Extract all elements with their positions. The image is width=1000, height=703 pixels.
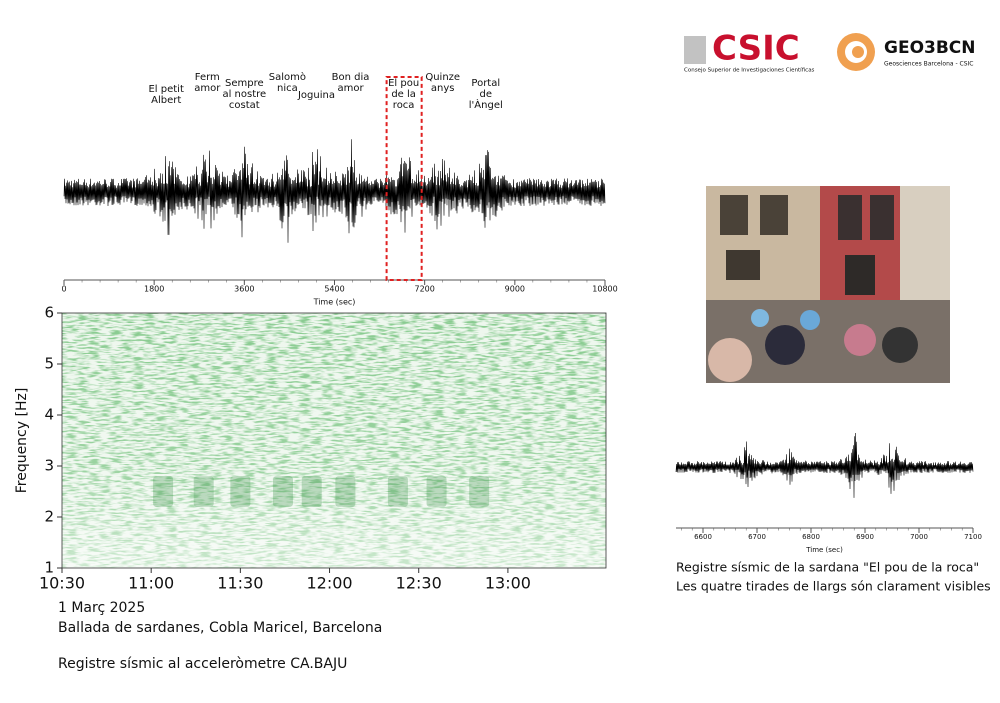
x-tick-label: 10800 (592, 285, 617, 294)
song-label: El petit (148, 84, 183, 95)
song-label: Quinze (425, 72, 460, 83)
waveform-trace (63, 139, 606, 243)
song-label: Bon dia (332, 72, 370, 83)
x-tick-label: 13:00 (485, 574, 531, 593)
y-tick-label: 1 (44, 559, 54, 577)
song-label: al nostre (222, 89, 266, 100)
detail-caption: Les quatre tirades de llargs són clarame… (676, 579, 991, 594)
x-tick-label: 6600 (694, 533, 712, 541)
spectral-band (301, 476, 322, 507)
song-label: Albert (151, 95, 181, 106)
caption-event: Ballada de sardanes, Cobla Maricel, Barc… (58, 620, 382, 636)
x-tick-label: 1800 (144, 285, 164, 294)
y-tick-label: 4 (44, 406, 54, 424)
x-tick-label: 10:30 (39, 574, 85, 593)
csic-name: CSIC (712, 29, 800, 69)
spectral-band (387, 476, 408, 507)
x-tick-label: 12:00 (306, 574, 352, 593)
caption-date: 1 Març 2025 (58, 600, 145, 616)
x-axis-label: Time (sec) (805, 546, 843, 554)
waveform-trace (675, 432, 974, 498)
geo3bcn-subtitle: Geosciences Barcelona - CSIC (884, 61, 974, 68)
photo (706, 186, 950, 383)
song-label: amor (337, 83, 364, 94)
spectrogram-frame (61, 312, 607, 569)
spectral-band (193, 476, 214, 507)
song-label: de (480, 89, 493, 100)
x-tick-label: 12:30 (396, 574, 442, 593)
song-label: Salomò (269, 71, 306, 83)
x-tick-label: 6700 (748, 533, 766, 541)
y-tick-label: 5 (44, 355, 54, 373)
y-tick-label: 3 (44, 457, 54, 475)
spectral-band (230, 476, 251, 507)
song-label: nica (277, 83, 298, 94)
x-axis-label: Time (sec) (313, 298, 356, 307)
detail-seismogram: 6600 6700 6800 6900 7000 7100 Time (sec) (675, 432, 982, 554)
song-label: Sempre (225, 78, 264, 89)
spectral-band (335, 476, 356, 507)
spectral-band (469, 476, 490, 507)
x-tick-label: 11:00 (128, 574, 174, 593)
x-tick-label: 0 (61, 285, 66, 294)
spectral-band (272, 476, 293, 507)
song-label: anys (431, 83, 455, 94)
song-label: de la (391, 89, 416, 100)
song-label: l'Àngel (469, 98, 503, 111)
x-tick-label: 6900 (856, 533, 874, 541)
x-tick-label: 6800 (802, 533, 820, 541)
song-label: roca (393, 100, 415, 111)
x-tick-label: 9000 (505, 285, 525, 294)
geo3bcn-name: GEO3BCN (884, 38, 976, 58)
x-tick-label: 7200 (414, 285, 434, 294)
x-tick-label: 7000 (910, 533, 928, 541)
song-label: amor (194, 83, 221, 94)
csic-logo: CSIC Consejo Superior de Investigaciones… (684, 29, 815, 74)
y-tick-label: 6 (44, 304, 54, 322)
y-tick-label: 2 (44, 508, 54, 526)
spectrogram: 1 2 3 4 5 6 10:30 11:00 11:30 12:00 12:30 13:00 Freq… (14, 304, 607, 593)
song-label: costat (229, 100, 260, 111)
x-tick-label: 11:30 (217, 574, 263, 593)
x-tick-label: 7100 (964, 533, 982, 541)
highlight-box (385, 76, 423, 281)
song-label: El pou (388, 78, 419, 89)
csic-subtitle: Consejo Superior de Investigaciones Cien… (684, 67, 815, 74)
y-axis-label: Frequency [Hz] (14, 388, 30, 494)
x-tick-label: 3600 (234, 285, 254, 294)
x-tick-label: 5400 (324, 285, 344, 294)
spectral-band (426, 476, 447, 507)
spectrogram-image (62, 313, 606, 568)
geo3bcn-logo: GEO3BCN Geosciences Barcelona - CSIC (837, 33, 976, 71)
song-label: Ferm (195, 72, 220, 83)
song-label: Portal (471, 78, 500, 89)
seismogram: 0 1800 3600 5400 7200 9000 10800 Time (sec) El p… (61, 71, 617, 307)
spectral-band (153, 476, 174, 507)
spectrogram-fade (62, 313, 606, 568)
caption-sensor: Registre sísmic al acceleròmetre CA.BAJU (58, 656, 347, 672)
detail-caption: Registre sísmic de la sardana "El pou de… (676, 560, 979, 575)
song-label: Joguina (297, 90, 335, 101)
